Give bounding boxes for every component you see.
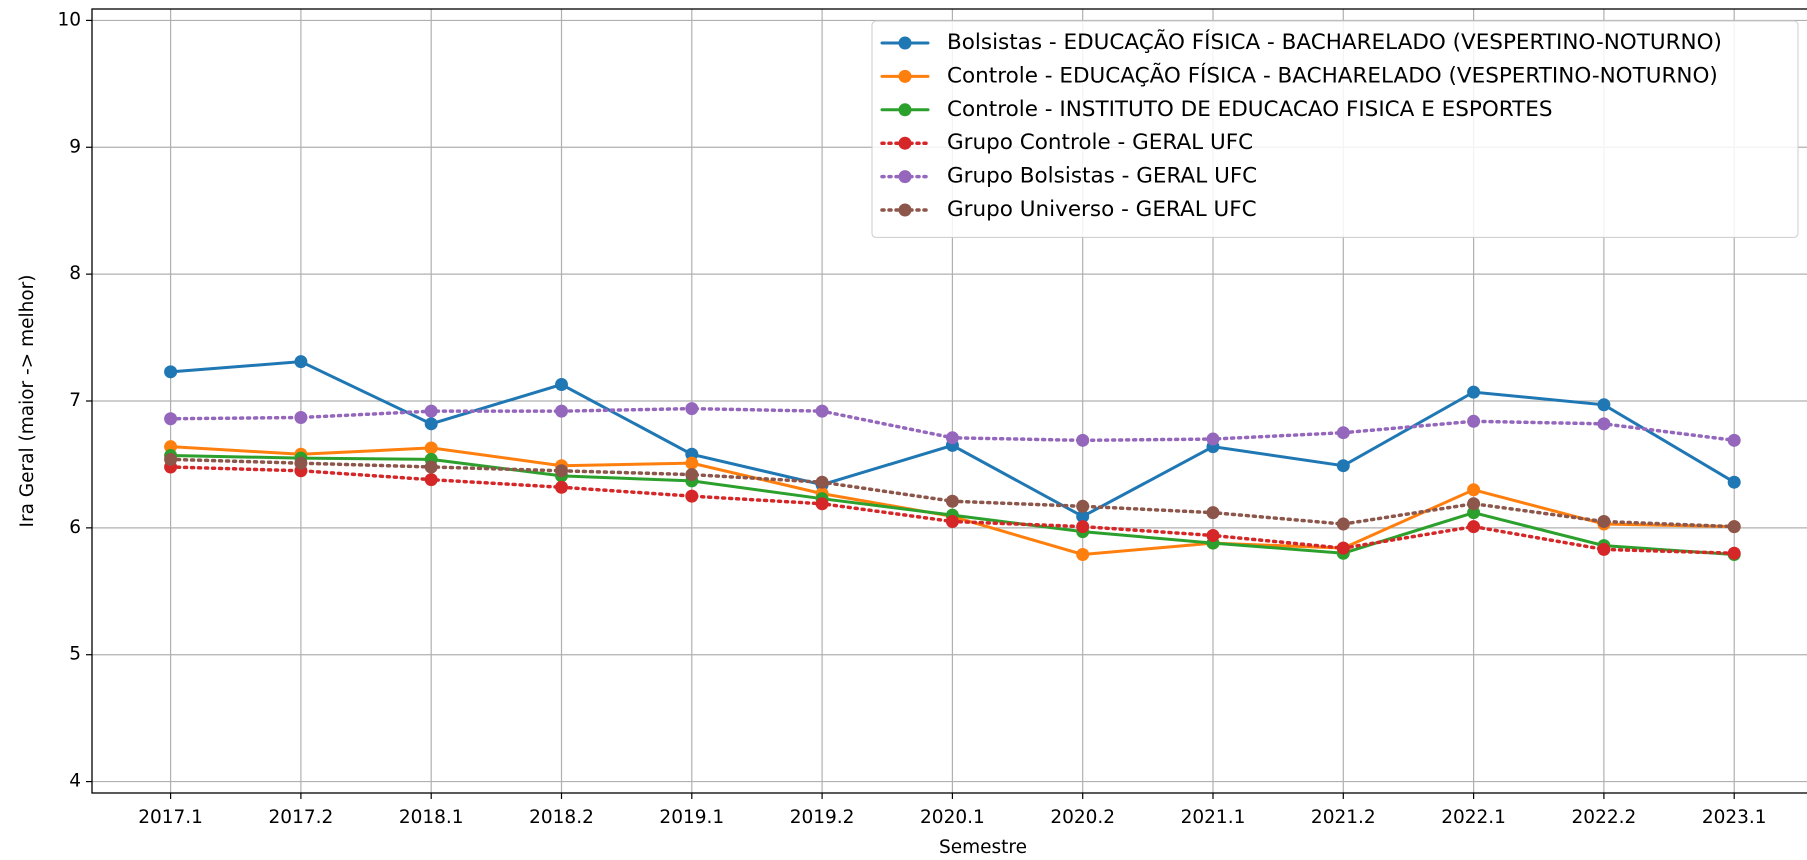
legend-label: Controle - INSTITUTO DE EDUCACAO FISICA …	[947, 97, 1553, 122]
y-tick-label: 7	[69, 390, 81, 411]
data-point	[945, 431, 959, 445]
data-point	[164, 412, 178, 426]
data-point	[1467, 483, 1481, 497]
data-point	[685, 402, 699, 416]
data-point	[1076, 520, 1090, 534]
data-point	[1467, 414, 1481, 428]
data-point	[1597, 542, 1611, 556]
data-point	[1206, 528, 1220, 542]
data-point	[1336, 541, 1350, 555]
data-point	[1597, 515, 1611, 529]
y-axis-label: Ira Geral (maior -> melhor)	[17, 275, 38, 528]
x-tick-label: 2017.1	[138, 807, 203, 828]
x-tick-label: 2018.2	[529, 807, 594, 828]
data-point	[685, 447, 699, 461]
data-point	[1206, 432, 1220, 446]
data-point	[294, 456, 308, 470]
data-point	[1336, 517, 1350, 531]
x-axis-label: Semestre	[939, 837, 1027, 858]
legend-marker	[898, 170, 912, 184]
legend-marker	[898, 69, 912, 83]
y-tick-label: 9	[69, 136, 81, 157]
legend-box	[871, 20, 1799, 238]
legend-marker	[898, 136, 912, 150]
legend-label: Grupo Bolsistas - GERAL UFC	[947, 164, 1257, 189]
legend-label: Controle - EDUCAÇÃO FÍSICA - BACHARELADO…	[947, 61, 1718, 88]
y-tick-label: 10	[57, 9, 81, 30]
data-point	[1206, 506, 1220, 520]
y-tick-label: 6	[69, 517, 81, 538]
x-tick-label: 2020.1	[920, 807, 985, 828]
data-point	[1727, 520, 1741, 534]
data-point	[1597, 417, 1611, 431]
data-point	[164, 452, 178, 466]
x-tick-label: 2018.1	[399, 807, 464, 828]
data-point	[815, 497, 829, 511]
legend-label: Grupo Universo - GERAL UFC	[947, 197, 1257, 222]
x-tick-label: 2022.1	[1441, 807, 1506, 828]
data-point	[1467, 506, 1481, 520]
legend-marker	[898, 36, 912, 50]
data-point	[1467, 520, 1481, 534]
data-point	[424, 460, 438, 474]
data-point	[424, 473, 438, 487]
data-point	[1076, 548, 1090, 562]
data-point	[1467, 497, 1481, 511]
data-point	[424, 417, 438, 431]
data-point	[164, 365, 178, 379]
x-tick-label: 2019.2	[790, 807, 855, 828]
data-point	[1727, 475, 1741, 489]
legend-marker	[898, 103, 912, 117]
y-tick-label: 4	[69, 771, 81, 792]
data-point	[555, 404, 568, 418]
data-point	[1467, 385, 1481, 399]
data-point	[685, 489, 699, 503]
x-tick-label: 2021.1	[1181, 807, 1246, 828]
data-point	[815, 404, 829, 418]
legend-marker	[898, 203, 912, 217]
data-point	[294, 355, 308, 369]
data-point	[1727, 546, 1741, 560]
data-point	[1076, 499, 1090, 513]
data-point	[1076, 433, 1090, 447]
data-point	[1336, 459, 1350, 473]
plot-frame	[91, 8, 1807, 794]
data-point	[815, 475, 829, 489]
x-tick-label: 2022.2	[1572, 807, 1637, 828]
data-point	[164, 440, 178, 454]
x-tick-label: 2019.1	[659, 807, 724, 828]
legend-label: Bolsistas - EDUCAÇÃO FÍSICA - BACHARELAD…	[947, 28, 1722, 55]
data-point	[945, 515, 959, 529]
y-tick-label: 8	[69, 263, 81, 284]
data-point	[1076, 509, 1090, 523]
data-point	[555, 480, 568, 494]
y-tick-label: 5	[69, 644, 81, 665]
data-point	[685, 456, 699, 470]
x-tick-label: 2017.2	[269, 807, 334, 828]
data-point	[424, 441, 438, 455]
x-tick-label: 2020.2	[1050, 807, 1115, 828]
x-tick-label: 2023.1	[1702, 807, 1767, 828]
data-point	[555, 464, 568, 478]
data-point	[685, 468, 699, 482]
data-point	[294, 410, 308, 424]
data-point	[424, 404, 438, 418]
data-point	[945, 494, 959, 508]
data-point	[1597, 398, 1611, 412]
data-point	[1727, 433, 1741, 447]
data-point	[555, 378, 568, 392]
data-point	[1336, 426, 1350, 440]
x-tick-label: 2021.2	[1311, 807, 1376, 828]
legend-label: Grupo Controle - GERAL UFC	[947, 130, 1253, 155]
